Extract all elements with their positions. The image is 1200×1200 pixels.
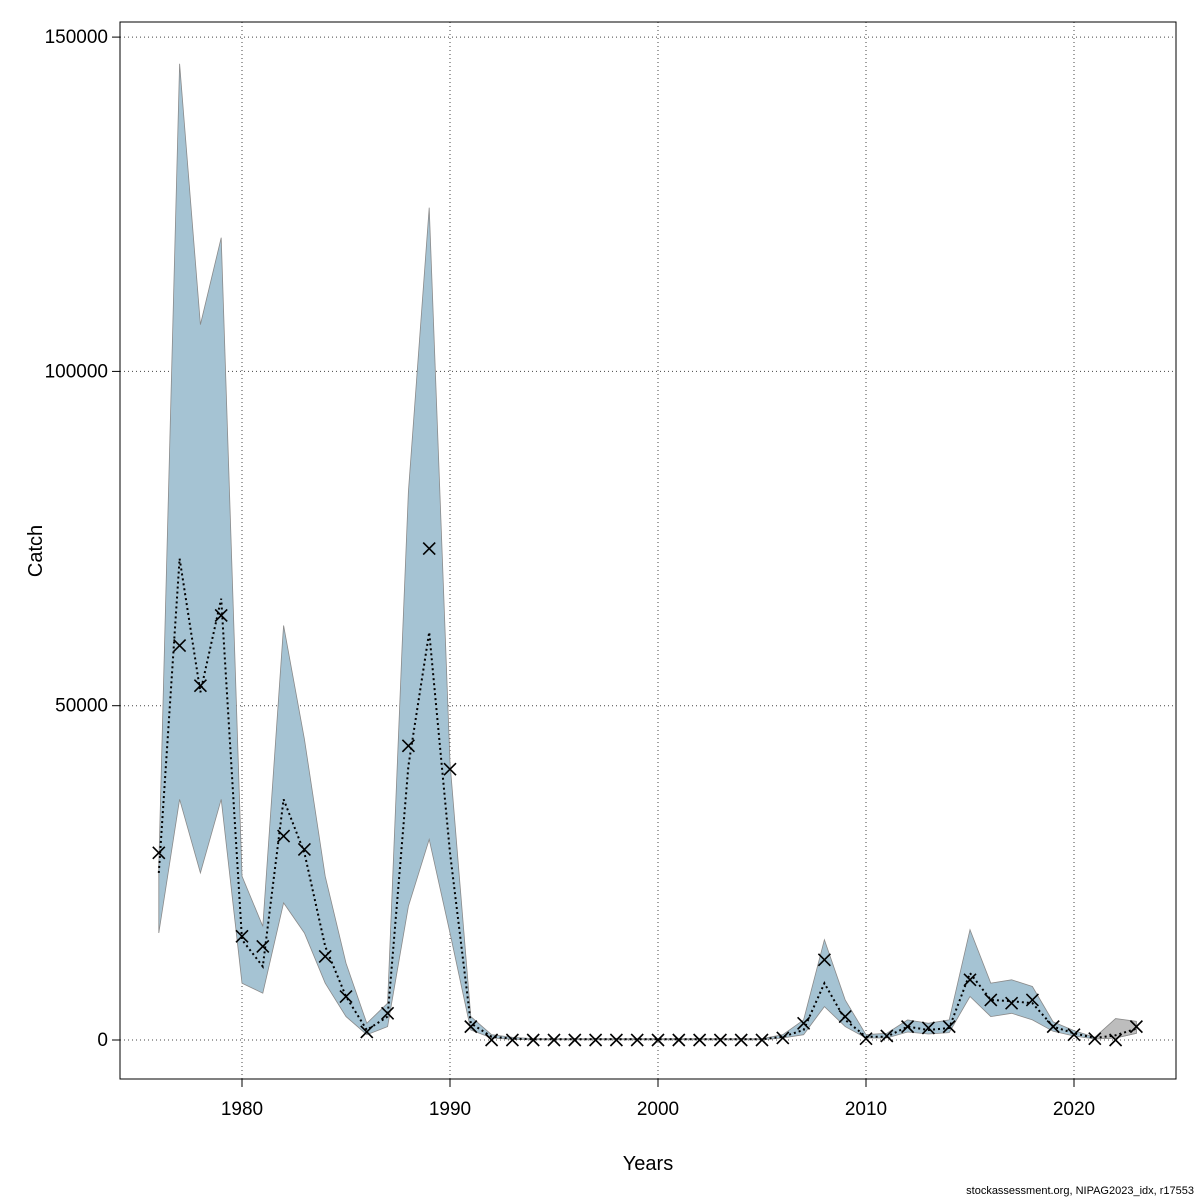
observed-point-1988 (401, 739, 415, 753)
observed-point-2022 (1109, 1033, 1123, 1047)
confidence-band (158, 63, 1137, 1041)
observed-point-1976 (152, 846, 166, 860)
observed-point-2004 (734, 1033, 748, 1047)
observed-point-2019 (1046, 1020, 1060, 1034)
observed-point-2002 (693, 1033, 707, 1047)
observed-point-1978 (193, 679, 207, 693)
observed-point-1979 (214, 608, 228, 623)
observed-point-2017 (1005, 996, 1019, 1010)
observed-point-1982 (277, 829, 291, 843)
observed-point-2005 (755, 1033, 769, 1047)
observed-point-2012 (901, 1020, 915, 1034)
plot-frame (119, 21, 1177, 1080)
observed-point-2016 (984, 993, 998, 1007)
y-tick-label-0: 0 (97, 1030, 108, 1051)
observed-point-1983 (297, 842, 311, 857)
observed-point-2015 (963, 973, 977, 987)
observed-markers (152, 542, 1143, 1047)
observed-point-1997 (589, 1033, 603, 1047)
x-tick-label-2010: 2010 (845, 1099, 887, 1120)
observed-point-1992 (485, 1033, 499, 1047)
footer-credit: stockassessment.org, NIPAG2023_idx, r175… (966, 1185, 1194, 1197)
y-axis-title: Catch (25, 525, 47, 577)
observed-point-1999 (630, 1033, 644, 1047)
observed-point-1977 (173, 638, 187, 653)
y-tick-label-150000: 150000 (45, 27, 108, 48)
observed-point-2001 (672, 1033, 686, 1047)
x-axis-title: Years (623, 1153, 673, 1175)
observed-point-2008 (817, 953, 831, 967)
observed-point-1994 (526, 1033, 540, 1047)
observed-point-2006 (776, 1031, 790, 1045)
observed-point-2013 (921, 1021, 935, 1035)
observed-point-2021 (1088, 1032, 1102, 1046)
observed-point-1998 (609, 1033, 623, 1047)
x-tick-label-2020: 2020 (1053, 1099, 1095, 1120)
observed-point-2010 (859, 1032, 873, 1046)
y-axis: 0 50000 100000 150000 (45, 27, 120, 1051)
y-tick-label-100000: 100000 (45, 361, 108, 382)
observed-point-2011 (880, 1029, 894, 1043)
observed-point-1987 (381, 1006, 395, 1020)
observed-point-2007 (797, 1016, 811, 1030)
observed-point-2020 (1067, 1028, 1081, 1042)
observed-point-1991 (464, 1020, 478, 1034)
observed-point-2014 (942, 1020, 956, 1034)
observed-point-1989 (422, 542, 436, 556)
observed-point-2009 (838, 1010, 852, 1024)
observed-point-2003 (713, 1033, 727, 1047)
observed-point-1980 (235, 929, 249, 943)
observed-point-1990 (443, 762, 457, 776)
observed-point-1996 (568, 1033, 582, 1047)
observed-point-1984 (318, 949, 332, 963)
observed-point-2023 (1129, 1020, 1143, 1034)
x-axis: 1980 1990 2000 2010 2020 (221, 1079, 1095, 1120)
observed-point-1981 (256, 939, 270, 953)
observed-point-1985 (339, 989, 353, 1004)
estimate-line (157, 558, 1137, 1041)
observed-point-1986 (360, 1025, 374, 1039)
observed-point-2000 (651, 1033, 665, 1047)
x-tick-label-2000: 2000 (637, 1099, 679, 1120)
y-tick-label-50000: 50000 (55, 696, 108, 717)
x-tick-label-1990: 1990 (429, 1099, 471, 1120)
observed-point-1995 (547, 1033, 561, 1047)
observed-point-2018 (1025, 993, 1039, 1007)
observed-point-1993 (505, 1033, 519, 1047)
x-tick-label-1980: 1980 (221, 1099, 263, 1120)
